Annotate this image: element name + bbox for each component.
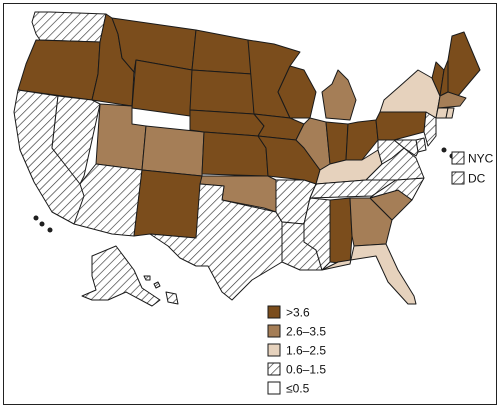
state-tx <box>149 183 283 301</box>
legend: >3.6 2.6–3.5 1.6–2.5 0.6–1.5 ≤0.5 <box>267 305 326 396</box>
state-nm <box>133 169 203 239</box>
legend-label-4: ≤0.5 <box>286 382 310 396</box>
legend-swatch-0 <box>267 305 281 319</box>
state-hi <box>143 275 179 305</box>
island-marker-0 <box>33 215 39 221</box>
legend-label-3: 0.6–1.5 <box>286 363 326 377</box>
state-ms <box>303 197 331 271</box>
state-sd <box>189 69 255 115</box>
jurisdiction-swatch-nyc <box>451 151 465 165</box>
legend-swatch-2 <box>267 343 281 357</box>
state-nd <box>191 29 253 75</box>
state-ak <box>81 245 161 307</box>
legend-label-2: 1.6–2.5 <box>286 344 326 358</box>
state-ny <box>379 69 441 119</box>
state-wy <box>131 59 193 117</box>
state-ut <box>95 103 147 171</box>
legend-swatch-4 <box>267 381 281 395</box>
legend-swatch-3 <box>267 362 281 376</box>
state-ks <box>201 131 269 177</box>
jurisdiction-swatch-dc <box>451 171 465 185</box>
legend-label-0: >3.6 <box>286 306 310 320</box>
island-marker-3 <box>441 147 447 153</box>
state-mi <box>321 69 357 121</box>
state-me <box>447 31 481 97</box>
island-marker-2 <box>47 227 53 233</box>
state-fl <box>321 243 417 305</box>
state-or <box>17 39 101 101</box>
state-wi <box>277 65 317 119</box>
state-in <box>325 121 349 165</box>
extra-jurisdictions-legend: NYC DC <box>451 151 494 186</box>
legend-swatch-1 <box>267 324 281 338</box>
state-al <box>329 197 353 265</box>
state-ma <box>437 91 467 109</box>
state-pa <box>375 111 427 141</box>
jurisdiction-label-dc: DC <box>468 172 486 186</box>
jurisdiction-label-nyc: NYC <box>468 152 494 166</box>
island-marker-1 <box>39 221 45 227</box>
legend-label-1: 2.6–3.5 <box>286 325 326 339</box>
state-wa <box>31 11 107 43</box>
state-ri <box>445 107 455 119</box>
state-co <box>141 125 205 177</box>
state-md <box>393 139 419 157</box>
state-nj <box>423 111 437 147</box>
